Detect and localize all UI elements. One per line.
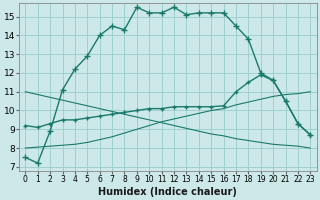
X-axis label: Humidex (Indice chaleur): Humidex (Indice chaleur): [98, 187, 237, 197]
